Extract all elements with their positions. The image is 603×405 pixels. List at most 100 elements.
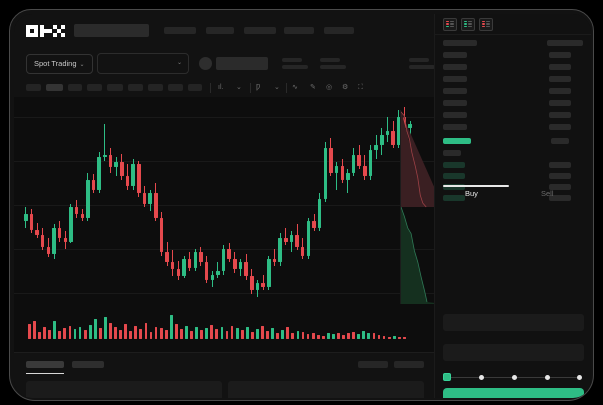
orderbook-bid-amount-0[interactable] xyxy=(549,162,571,168)
alert-icon[interactable]: ◎ xyxy=(326,84,333,91)
timeframe-7[interactable] xyxy=(168,84,183,91)
orderbook-ask-amount-4[interactable] xyxy=(549,100,571,106)
volume-bar xyxy=(68,326,72,339)
volume-bar xyxy=(357,334,361,339)
timeframe-5[interactable] xyxy=(128,84,143,91)
timeframe-4[interactable] xyxy=(107,84,123,91)
buy-tab[interactable]: Buy xyxy=(465,189,478,198)
orderbook-asks-icon[interactable] xyxy=(479,18,493,31)
orderbook-ask-row-6[interactable] xyxy=(443,124,467,130)
gridline-2 xyxy=(14,205,434,206)
candle xyxy=(29,97,34,309)
orderbook-bid-amount-1[interactable] xyxy=(549,173,571,179)
fullscreen-icon[interactable]: ⛶ xyxy=(358,84,363,91)
volume-bar xyxy=(256,328,259,339)
orders-action-0[interactable] xyxy=(358,361,388,368)
timeframe-2[interactable] xyxy=(68,84,82,91)
candle xyxy=(312,97,316,309)
volume-bar xyxy=(286,327,290,339)
volume-bar xyxy=(114,327,117,339)
nav-item-3[interactable] xyxy=(284,27,314,34)
orderbook-bid-amount-3[interactable] xyxy=(549,195,571,201)
candle xyxy=(351,97,356,309)
volume-bar xyxy=(337,332,340,339)
nav-item-4[interactable] xyxy=(324,27,354,34)
slider-node-75[interactable] xyxy=(545,374,550,380)
sell-tab[interactable]: Sell xyxy=(541,189,554,198)
amount-input[interactable] xyxy=(443,344,584,361)
volume-bar xyxy=(169,315,173,339)
chevron-down-icon[interactable]: ⌄ xyxy=(236,84,242,91)
orderbook-ask-amount-5[interactable] xyxy=(549,112,571,118)
orders-action-1[interactable] xyxy=(394,361,424,368)
timeframe-1[interactable] xyxy=(46,84,63,91)
slider-node-25[interactable] xyxy=(479,374,484,380)
orderbook-ask-row-2[interactable] xyxy=(443,76,467,82)
orderbook-ask-row-3[interactable] xyxy=(443,88,467,94)
orderbook-bid-row-1[interactable] xyxy=(443,173,465,179)
orderbook-bid-row-0[interactable] xyxy=(443,162,465,168)
okx-logo[interactable] xyxy=(26,25,65,37)
orderbook-ask-row-5[interactable] xyxy=(443,112,467,118)
candle xyxy=(210,97,215,309)
price-chart[interactable] xyxy=(14,97,434,352)
volume-bar xyxy=(195,327,198,339)
indicators-icon[interactable]: ıl. xyxy=(218,84,224,91)
search-input[interactable] xyxy=(74,24,149,37)
volume-bar xyxy=(104,316,107,339)
slider-node-50[interactable] xyxy=(512,374,517,380)
volume-bar xyxy=(402,337,406,339)
nav-item-2[interactable] xyxy=(244,27,276,34)
pair-select-dropdown[interactable]: ⌄ xyxy=(97,53,189,74)
order-form-tabs: Buy Sell xyxy=(435,184,591,208)
settings-gear-icon[interactable]: ⚙ xyxy=(342,84,349,91)
amount-percent-slider[interactable] xyxy=(443,373,584,382)
orderbook-ask-row-1[interactable] xyxy=(443,64,467,70)
submit-buy-button[interactable] xyxy=(443,388,584,398)
slider-handle[interactable] xyxy=(443,373,451,381)
orderbook-col-header-right[interactable] xyxy=(547,40,583,46)
compare-icon[interactable]: Ƿ xyxy=(256,84,261,91)
timeframe-8[interactable] xyxy=(188,84,202,91)
market-type-dropdown[interactable]: Spot Trading ⌄ xyxy=(26,54,93,74)
line-chart-icon[interactable]: ∿ xyxy=(292,84,298,91)
candle xyxy=(24,97,28,309)
nav-item-0[interactable] xyxy=(164,27,196,34)
orderbook-both-icon[interactable] xyxy=(443,18,457,31)
orderbook-ask-amount-3[interactable] xyxy=(549,88,571,94)
draw-pencil-icon[interactable]: ✎ xyxy=(310,84,316,91)
orderbook-last-price-row[interactable] xyxy=(443,138,471,144)
orderbook-bid-row-3[interactable] xyxy=(443,195,465,201)
orderbook-ask-row-0[interactable] xyxy=(443,52,467,58)
orderbook-last-price-amount[interactable] xyxy=(551,138,569,144)
orderbook-ask-amount-2[interactable] xyxy=(549,76,571,82)
orderbook-bids-icon[interactable] xyxy=(461,18,475,31)
timeframe-6[interactable] xyxy=(148,84,163,91)
orderbook-bid-amount-2[interactable] xyxy=(549,184,571,190)
volume-bar xyxy=(367,333,371,339)
nav-item-1[interactable] xyxy=(206,27,234,34)
orderbook-spread-row[interactable] xyxy=(443,150,461,156)
chevron-down-icon-2[interactable]: ⌄ xyxy=(274,84,280,91)
orderbook-ask-amount-0[interactable] xyxy=(549,52,571,58)
orderbook-ask-amount-1[interactable] xyxy=(549,64,571,70)
candle xyxy=(329,97,333,309)
orderbook-col-header-left[interactable] xyxy=(443,40,477,46)
orderbook-ask-row-4[interactable] xyxy=(443,100,467,106)
candle xyxy=(261,97,265,309)
orderbook-ask-amount-6[interactable] xyxy=(549,124,571,130)
volume-bar xyxy=(78,327,82,339)
volume-bar xyxy=(48,329,52,339)
app-screen: Spot Trading ⌄ ⌄ xyxy=(14,14,591,398)
gridline-1 xyxy=(14,161,434,162)
timeframe-3[interactable] xyxy=(87,84,102,91)
candle xyxy=(91,97,96,309)
volume-bar xyxy=(235,327,239,339)
orders-tab-0[interactable] xyxy=(26,361,64,368)
orders-tab-1[interactable] xyxy=(72,361,104,368)
slider-node-100[interactable] xyxy=(577,374,582,380)
orderbook-bid-row-2[interactable] xyxy=(443,184,465,190)
volume-bar xyxy=(225,330,229,339)
timeframe-0[interactable] xyxy=(26,84,41,91)
price-input[interactable] xyxy=(443,314,584,331)
